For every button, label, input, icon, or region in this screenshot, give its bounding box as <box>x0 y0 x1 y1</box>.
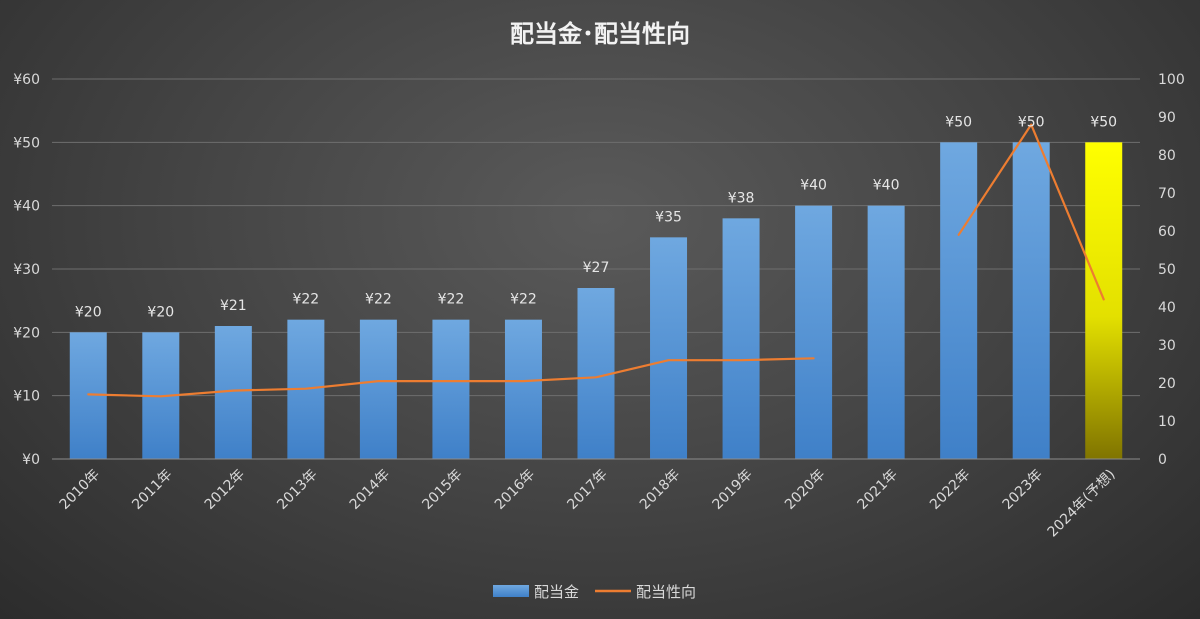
x-tick-label: 2015年 <box>419 467 465 513</box>
x-tick-label: 2016年 <box>492 467 538 513</box>
y-right-tick-label: 30 <box>1158 338 1176 354</box>
line-series <box>87 123 1105 398</box>
legend-swatch-bar <box>493 585 529 597</box>
y-right-tick-label: 100 <box>1158 72 1185 88</box>
bar <box>359 319 397 459</box>
bar-data-label: ¥20 <box>75 304 102 320</box>
bar-data-label: ¥22 <box>365 292 392 308</box>
bar-data-label: ¥22 <box>438 292 465 308</box>
x-tick-label: 2013年 <box>274 467 320 513</box>
bar <box>795 205 833 459</box>
x-tick-label: 2020年 <box>782 467 828 513</box>
bar <box>1012 142 1050 460</box>
x-tick-label: 2010年 <box>57 467 103 513</box>
x-tick-label: 2014年 <box>347 467 393 513</box>
bar-data-label: ¥21 <box>220 298 247 314</box>
bar-data-label: ¥50 <box>945 114 972 130</box>
y-left-tick-label: ¥40 <box>13 199 40 215</box>
y-right-tick-label: 90 <box>1158 110 1176 126</box>
bar-data-label: ¥50 <box>1090 114 1117 130</box>
bar <box>722 218 760 459</box>
y-left-tick-label: ¥0 <box>22 452 40 468</box>
legend-label-bar: 配当金 <box>534 583 579 601</box>
bar-data-label: ¥20 <box>147 304 174 320</box>
y-left-tick-label: ¥60 <box>13 72 40 88</box>
bar <box>650 237 688 459</box>
bar-data-label: ¥35 <box>655 209 682 225</box>
bar <box>940 142 978 460</box>
y-right-tick-label: 70 <box>1158 186 1176 202</box>
y-left-tick-label: ¥10 <box>13 389 40 405</box>
x-tick-label: 2024年(予想) <box>1045 467 1119 541</box>
y-right-tick-label: 80 <box>1158 148 1176 164</box>
x-tick-label: 2012年 <box>202 467 248 513</box>
payout-ratio-line <box>957 123 1105 301</box>
x-tick-label: 2019年 <box>709 467 755 513</box>
legend-label-line: 配当性向 <box>636 583 696 601</box>
y-right-tick-label: 20 <box>1158 376 1176 392</box>
payout-ratio-line <box>87 357 815 398</box>
legend: 配当金 配当性向 <box>493 583 696 601</box>
y-left-tick-label: ¥20 <box>13 325 40 341</box>
y-left-tick-label: ¥50 <box>13 135 40 151</box>
bar <box>432 319 470 459</box>
bar-data-label: ¥40 <box>800 178 827 194</box>
x-tick-label: 2023年 <box>1000 467 1046 513</box>
bar-data-label: ¥22 <box>510 292 537 308</box>
y-right-tick-label: 10 <box>1158 414 1176 430</box>
x-tick-label: 2011年 <box>129 467 175 513</box>
x-tick-label: 2018年 <box>637 467 683 513</box>
bar-data-label: ¥50 <box>1018 114 1045 130</box>
y-right-tick-label: 40 <box>1158 300 1176 316</box>
bar-data-label: ¥27 <box>583 260 610 276</box>
bar-forecast <box>1085 142 1123 460</box>
y-left-tick-label: ¥30 <box>13 262 40 278</box>
x-tick-label: 2022年 <box>927 467 973 513</box>
bar <box>504 319 542 459</box>
chart-title: 配当金･配当性向 <box>510 20 690 48</box>
data-labels: ¥20 ¥20 ¥21 ¥22 ¥22 ¥22 ¥22 ¥27 ¥35 ¥38 ¥40 ¥40 ¥50 ¥… <box>75 114 1117 320</box>
y-right-tick-label: 50 <box>1158 262 1176 278</box>
bar-data-label: ¥38 <box>728 190 755 206</box>
bar-data-label: ¥22 <box>292 292 319 308</box>
x-tick-label: 2021年 <box>855 467 901 513</box>
bar <box>867 205 905 459</box>
x-tick-label: 2017年 <box>564 467 610 513</box>
y-right-tick-label: 60 <box>1158 224 1176 240</box>
bar-data-label: ¥40 <box>873 178 900 194</box>
y-right-tick-label: 0 <box>1158 452 1167 468</box>
